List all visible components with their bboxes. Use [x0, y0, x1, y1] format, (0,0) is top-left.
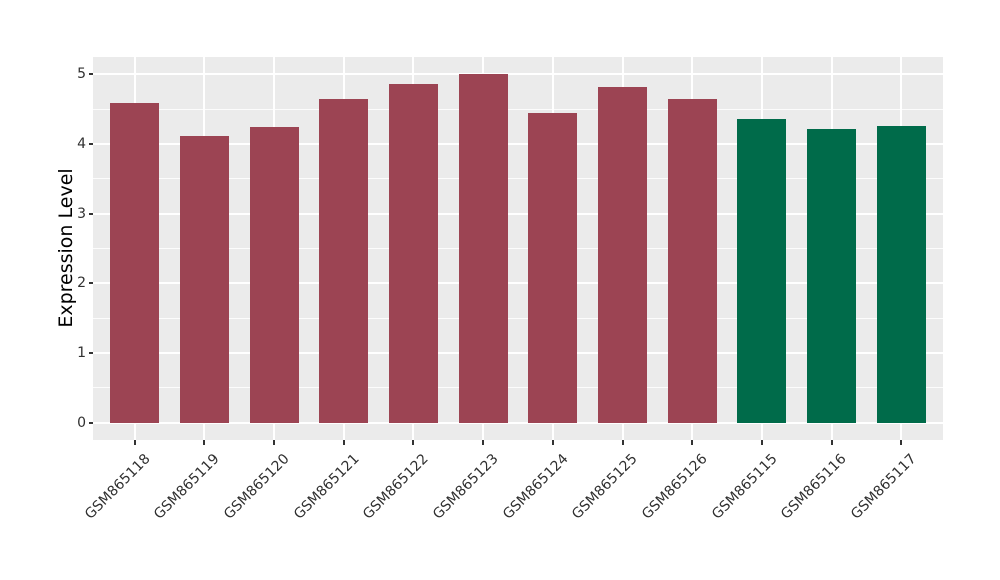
x-tick-label: GSM865119 [151, 451, 223, 523]
bar [876, 125, 926, 423]
bar [389, 84, 438, 423]
bar [667, 99, 717, 423]
plot-panel [93, 57, 943, 440]
y-tick-mark [89, 212, 93, 215]
x-tick-mark [412, 440, 415, 445]
gridline-major-y [93, 421, 943, 424]
x-tick-mark [830, 440, 833, 445]
gridline-minor-y [93, 317, 943, 319]
x-tick-label: GSM865124 [499, 451, 572, 523]
x-tick-label: GSM865118 [81, 451, 154, 523]
bar [249, 126, 299, 423]
y-tick-mark [89, 421, 93, 424]
bar [319, 98, 369, 423]
bar [458, 74, 508, 423]
bar [180, 136, 229, 423]
x-tick-mark [482, 440, 485, 445]
y-axis-title: Expression Level [55, 168, 77, 328]
y-tick-mark [89, 73, 93, 76]
gridline-major-y [93, 212, 943, 215]
x-tick-label: GSM865116 [778, 451, 850, 523]
x-tick-mark [273, 440, 276, 445]
y-tick-mark [89, 143, 93, 146]
bar [737, 118, 787, 423]
x-tick-mark [621, 440, 624, 445]
y-tick-label: 2 [77, 275, 86, 292]
y-tick-label: 3 [77, 205, 86, 222]
gridline-major-y [93, 73, 943, 76]
x-tick-mark [342, 440, 345, 445]
x-tick-mark [900, 440, 903, 445]
gridline-minor-y [93, 387, 943, 389]
gridline-minor-y [93, 248, 943, 249]
y-tick-label: 4 [77, 136, 86, 153]
gridline-minor-y [93, 108, 943, 110]
bar [528, 112, 578, 423]
x-tick-label: GSM865117 [847, 451, 920, 523]
x-tick-label: GSM865126 [638, 451, 711, 523]
bar [598, 86, 647, 423]
gridline-major-y [93, 282, 943, 285]
x-tick-label: GSM865115 [708, 451, 781, 523]
x-tick-label: GSM865123 [429, 451, 502, 523]
x-tick-mark [760, 440, 763, 445]
x-tick-label: GSM865125 [569, 451, 641, 523]
x-tick-mark [133, 440, 136, 445]
x-tick-label: GSM865120 [220, 451, 293, 523]
y-tick-label: 5 [77, 66, 86, 83]
gridline-minor-y [93, 178, 943, 180]
bar [807, 129, 856, 423]
x-tick-mark [203, 440, 206, 445]
bar [110, 102, 160, 423]
x-tick-mark [551, 440, 554, 445]
x-tick-label: GSM865122 [360, 451, 432, 523]
y-tick-mark [89, 282, 93, 285]
y-tick-label: 0 [77, 414, 86, 431]
x-tick-label: GSM865121 [290, 451, 363, 523]
x-tick-mark [691, 440, 694, 445]
y-tick-mark [89, 351, 93, 354]
y-tick-label: 1 [77, 344, 86, 361]
gridline-major-y [93, 143, 943, 146]
gridline-major-y [93, 351, 943, 354]
